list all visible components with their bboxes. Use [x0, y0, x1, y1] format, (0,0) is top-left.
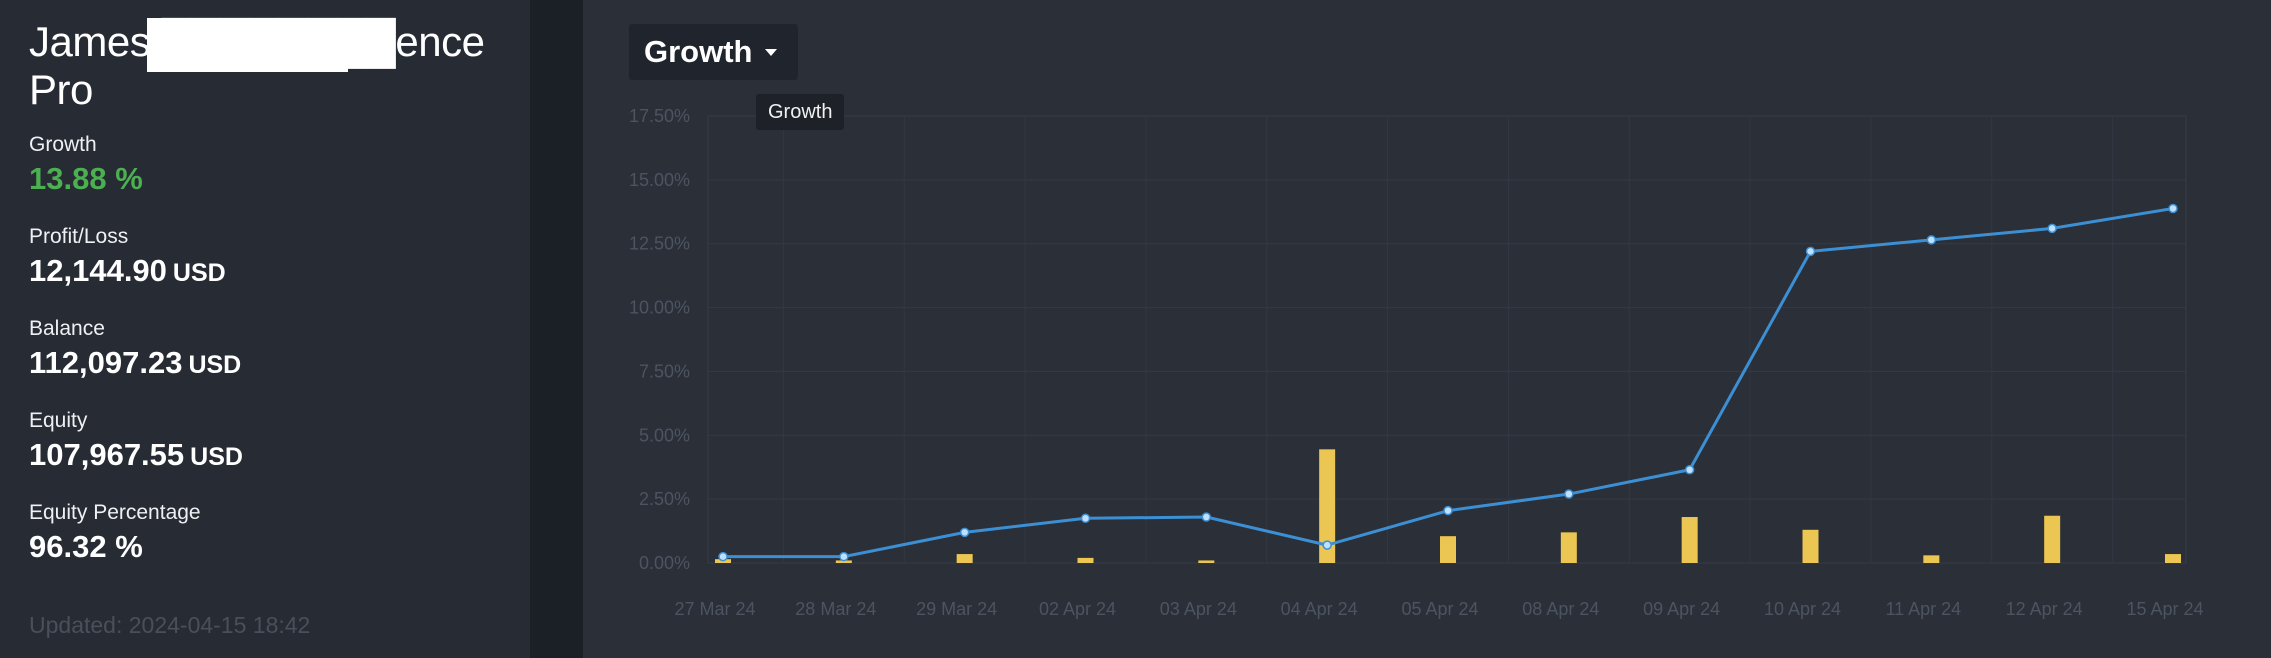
- stat-profit-loss: Profit/Loss 12,144.90 USD: [29, 225, 226, 289]
- stat-label: Growth: [29, 133, 97, 156]
- x-tick-label: 11 Apr 24: [1885, 599, 1961, 619]
- growth-line: [723, 206, 2174, 559]
- y-tick-label: 17.50%: [629, 106, 690, 126]
- x-tick-label: 04 Apr 24: [1281, 599, 1358, 619]
- x-tick-label: 09 Apr 24: [1643, 599, 1720, 619]
- dropdown-label: Growth: [644, 34, 753, 69]
- stat-value: 107,967.55 USD: [29, 437, 243, 472]
- data-point: [1926, 235, 1937, 245]
- chart-type-dropdown[interactable]: Growth: [629, 24, 798, 80]
- bar: [956, 554, 973, 563]
- x-tick-label: 29 Mar 24: [916, 599, 997, 619]
- data-point: [839, 551, 849, 562]
- bar: [1802, 529, 1819, 563]
- data-point: [1201, 512, 1212, 522]
- x-tick-label: 08 Apr 24: [1522, 599, 1599, 619]
- x-tick-label: 15 Apr 24: [2126, 599, 2203, 619]
- stat-label: Profit/Loss: [29, 225, 129, 248]
- bar: [2165, 554, 2181, 563]
- updated-timestamp: Updated: 2024-04-15 18:42: [29, 612, 311, 638]
- data-point: [2047, 223, 2057, 234]
- x-tick-label: 28 Mar 24: [795, 599, 876, 619]
- x-tick-label: 10 Apr 24: [1764, 599, 1841, 619]
- stat-value: 13.88 %: [29, 161, 143, 196]
- y-tick-label: 2.50%: [639, 489, 690, 509]
- x-tick-label: 05 Apr 24: [1401, 599, 1478, 619]
- stat-value: 96.32 %: [29, 529, 143, 564]
- x-tick-label: 03 Apr 24: [1160, 599, 1237, 619]
- account-sidebar: James ████████ence Pro Growth 13.88 % Pr…: [0, 0, 530, 658]
- x-tick-label: 27 Mar 24: [674, 599, 755, 619]
- stat-balance: Balance 112,097.23 USD: [29, 317, 241, 381]
- caret-down-icon: [764, 48, 777, 56]
- x-tick-label: 12 Apr 24: [2006, 599, 2083, 619]
- data-point: [1080, 513, 1091, 524]
- bar: [835, 560, 852, 563]
- stat-value: 12,144.90 USD: [29, 253, 226, 288]
- data-point: [1684, 465, 1695, 475]
- y-tick-label: 5.00%: [639, 425, 690, 445]
- data-point: [1805, 246, 1816, 257]
- stat-growth: Growth 13.88 %: [29, 133, 143, 197]
- panel-divider: [530, 0, 583, 658]
- chart-tooltip: Growth: [756, 94, 845, 130]
- redaction-block: [147, 18, 348, 72]
- bar: [1440, 536, 1456, 563]
- bar: [1923, 555, 1940, 563]
- data-point: [1564, 489, 1574, 499]
- growth-chart: 0.00% 2.50% 5.00% 7.50% 10.00% 12.50% 15.00% 17…: [629, 106, 2204, 619]
- data-point: [718, 551, 728, 562]
- bar: [1560, 532, 1577, 563]
- stat-label: Balance: [29, 317, 105, 340]
- y-tick-label: 12.50%: [629, 234, 690, 254]
- y-tick-label: 0.00%: [639, 553, 690, 573]
- bar: [1681, 517, 1698, 563]
- y-tick-label: 7.50%: [639, 361, 690, 381]
- y-tick-label: 10.00%: [629, 298, 690, 318]
- y-tick-label: 15.00%: [629, 170, 690, 190]
- bar: [2044, 515, 2061, 563]
- bar: [1319, 449, 1336, 563]
- stat-equity: Equity 107,967.55 USD: [29, 409, 243, 473]
- stat-equity-percentage: Equity Percentage 96.32 %: [29, 501, 201, 565]
- chart-panel: Growth 0.00% 2.50% 5.00% 7.50% 10.00% 12.50% 1…: [583, 0, 2271, 658]
- bar: [1198, 560, 1215, 563]
- stat-label: Equity Percentage: [29, 501, 201, 524]
- stat-label: Equity: [29, 409, 88, 432]
- data-point: [1443, 505, 1453, 516]
- x-tick-label: 02 Apr 24: [1039, 599, 1116, 619]
- data-point: [1322, 540, 1332, 550]
- bar: [1077, 557, 1094, 563]
- data-point: [959, 527, 970, 538]
- data-point: [2168, 203, 2178, 214]
- stat-value: 112,097.23 USD: [29, 345, 242, 380]
